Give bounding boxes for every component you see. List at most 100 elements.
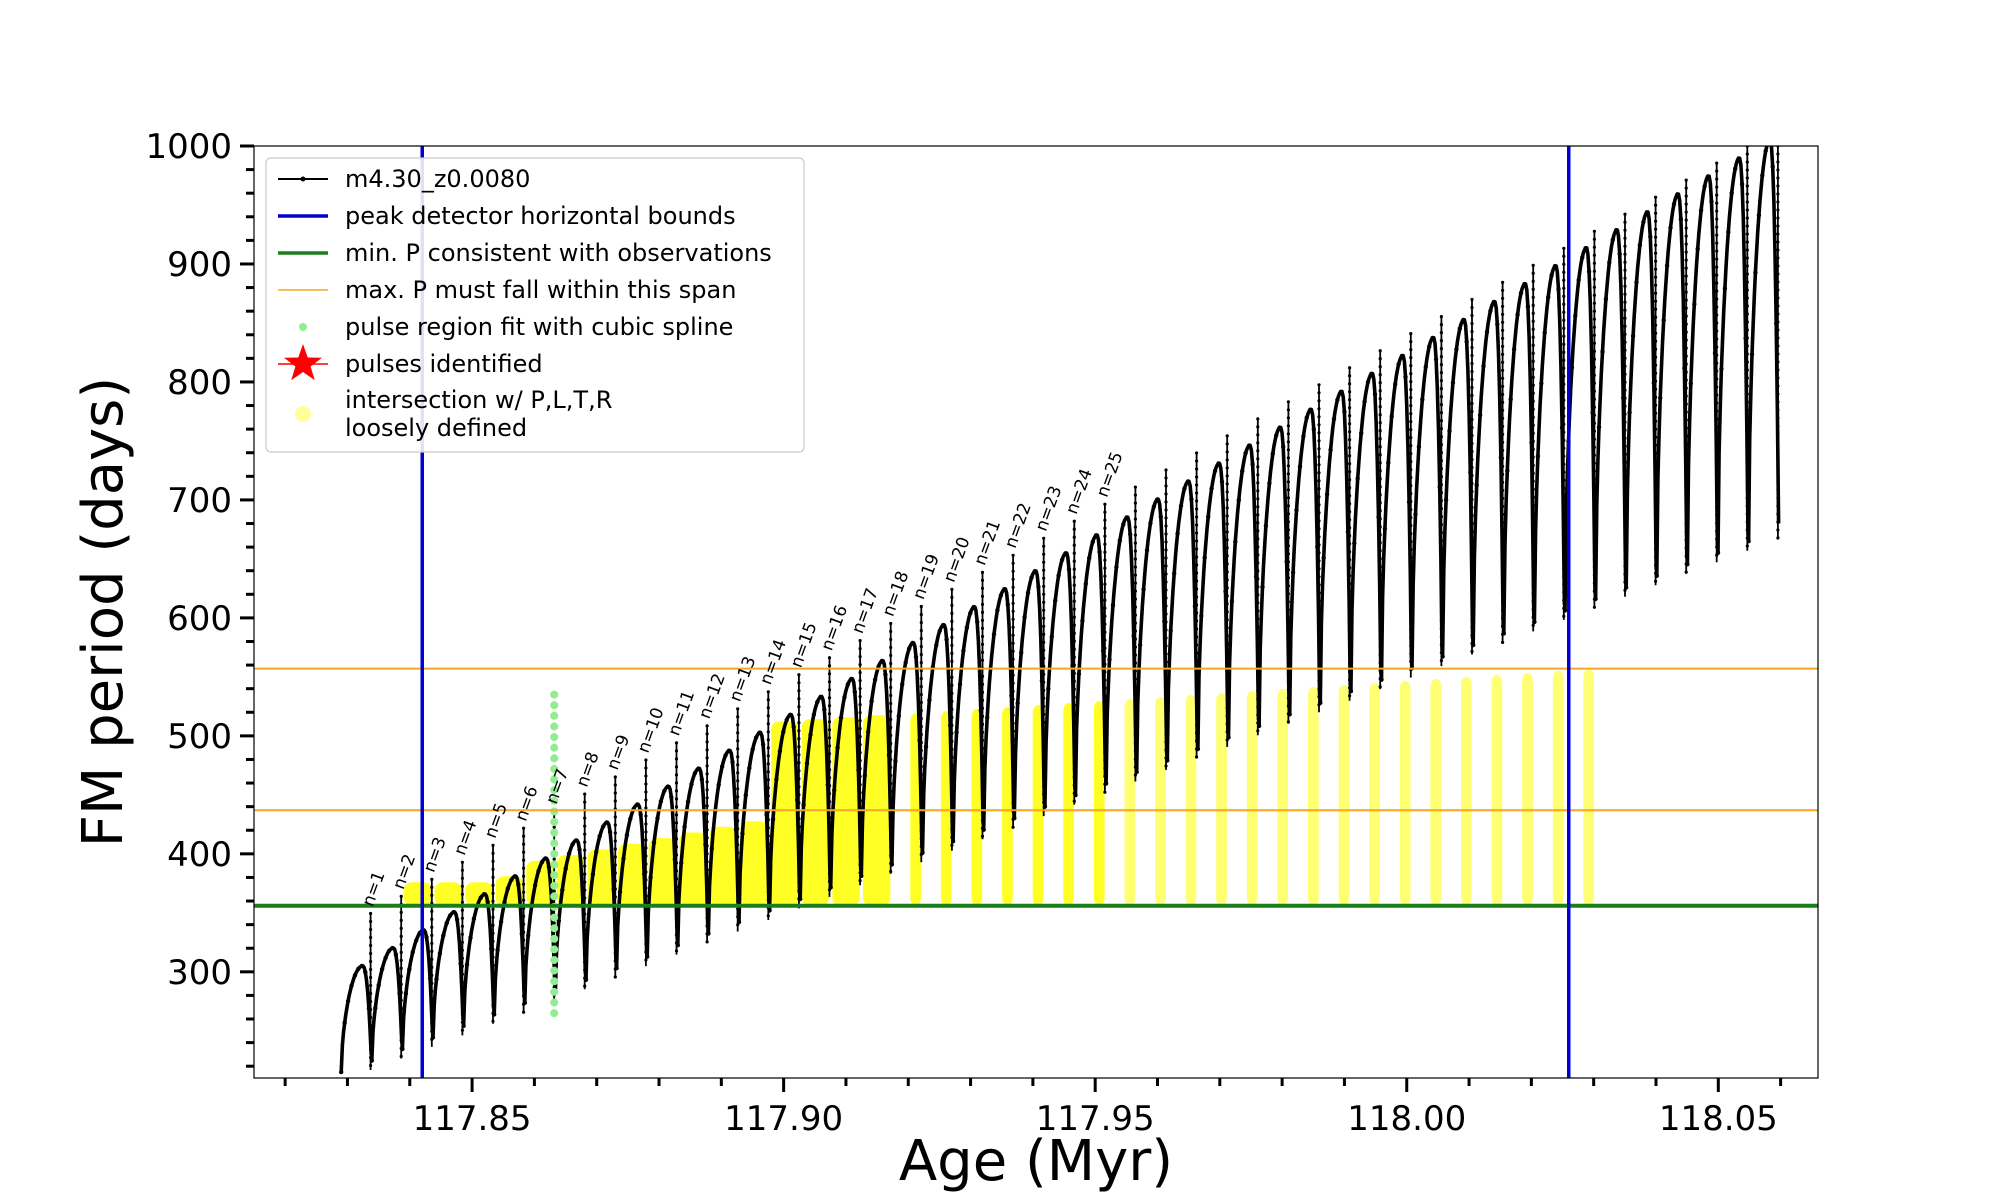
model-point bbox=[1767, 138, 1771, 142]
model-point bbox=[903, 660, 908, 665]
model-point bbox=[1164, 508, 1168, 512]
model-point bbox=[1103, 638, 1107, 642]
model-point bbox=[1133, 525, 1137, 529]
model-point bbox=[1522, 281, 1527, 287]
model-point bbox=[1745, 208, 1749, 212]
model-point bbox=[1423, 364, 1429, 369]
model-point bbox=[1531, 375, 1535, 379]
model-point bbox=[1776, 352, 1780, 356]
model-point bbox=[889, 661, 893, 666]
model-point bbox=[369, 951, 373, 956]
model-point bbox=[1409, 388, 1413, 392]
model-point bbox=[1623, 364, 1627, 368]
model-point bbox=[1501, 344, 1505, 348]
model-point bbox=[1209, 486, 1214, 491]
model-point bbox=[1439, 547, 1443, 551]
legend: m4.30_z0.0080 peak detector horizontal b… bbox=[265, 157, 805, 453]
model-point bbox=[1072, 647, 1076, 651]
model-point bbox=[1164, 620, 1168, 624]
model-point bbox=[648, 875, 653, 880]
model-point bbox=[1531, 487, 1535, 491]
model-point bbox=[583, 816, 587, 820]
model-point bbox=[1776, 344, 1780, 348]
model-point bbox=[1623, 468, 1627, 472]
model-point bbox=[1715, 185, 1719, 189]
model-point bbox=[491, 971, 495, 975]
model-point bbox=[919, 756, 923, 761]
model-point bbox=[1206, 514, 1211, 519]
model-point bbox=[950, 683, 954, 688]
model-point bbox=[1654, 219, 1658, 223]
model-point bbox=[369, 1063, 373, 1068]
model-point bbox=[403, 991, 409, 996]
model-point bbox=[1225, 570, 1229, 574]
model-point bbox=[1225, 458, 1229, 462]
model-point bbox=[399, 918, 403, 923]
model-point bbox=[1684, 186, 1688, 190]
model-point bbox=[1562, 294, 1566, 298]
model-point bbox=[1240, 468, 1245, 474]
model-point bbox=[705, 764, 709, 768]
model-point bbox=[1562, 422, 1566, 426]
model-point bbox=[858, 743, 862, 747]
model-point bbox=[1256, 481, 1260, 485]
model-point bbox=[1684, 194, 1688, 198]
model-point bbox=[919, 612, 923, 617]
model-point bbox=[1172, 571, 1177, 576]
model-point bbox=[583, 920, 587, 924]
model-point bbox=[1745, 344, 1749, 348]
model-point bbox=[1684, 402, 1688, 406]
model-point bbox=[961, 648, 966, 653]
model-point bbox=[705, 756, 709, 760]
model-point bbox=[1745, 224, 1749, 228]
model-point bbox=[827, 720, 832, 724]
model-point bbox=[1072, 551, 1076, 555]
legend-label-max-period-span: max. P must fall within this span bbox=[345, 276, 736, 304]
model-point bbox=[766, 850, 770, 854]
model-point bbox=[1776, 200, 1780, 204]
model-point bbox=[1531, 447, 1535, 451]
model-point bbox=[1427, 344, 1432, 349]
model-point bbox=[1531, 287, 1535, 291]
model-point bbox=[804, 761, 810, 766]
model-point bbox=[1715, 297, 1719, 301]
model-point bbox=[980, 722, 985, 727]
model-point bbox=[339, 1069, 344, 1075]
model-point bbox=[1002, 587, 1007, 592]
model-point bbox=[1348, 398, 1352, 402]
model-point bbox=[1409, 476, 1413, 480]
spline-point bbox=[550, 754, 559, 763]
model-point bbox=[1011, 689, 1015, 693]
model-point bbox=[1501, 520, 1505, 525]
model-point bbox=[950, 723, 954, 728]
model-point bbox=[1684, 258, 1688, 262]
model-point bbox=[1301, 434, 1306, 439]
model-point bbox=[1317, 575, 1321, 579]
model-point bbox=[369, 1058, 374, 1063]
model-point bbox=[797, 737, 801, 741]
model-point bbox=[1776, 320, 1780, 324]
model-point bbox=[937, 628, 942, 634]
model-point bbox=[1439, 443, 1443, 447]
model-point bbox=[1250, 462, 1255, 467]
model-cycle bbox=[706, 748, 741, 934]
model-point bbox=[613, 783, 617, 787]
model-point bbox=[1531, 311, 1535, 315]
intersection-region bbox=[1308, 686, 1319, 906]
model-point bbox=[1164, 612, 1168, 616]
model-point bbox=[1439, 491, 1443, 495]
model-point bbox=[1439, 539, 1443, 543]
model-cycle bbox=[1012, 569, 1047, 819]
model-point bbox=[1317, 431, 1321, 435]
model-point bbox=[1709, 199, 1714, 204]
model-point bbox=[1317, 479, 1321, 483]
model-point bbox=[1317, 391, 1321, 395]
model-point bbox=[1042, 664, 1046, 668]
model-point bbox=[858, 719, 862, 723]
model-point bbox=[522, 946, 526, 950]
model-point bbox=[770, 817, 776, 822]
model-point bbox=[1654, 371, 1658, 375]
model-point bbox=[1103, 550, 1107, 554]
model-point bbox=[1684, 242, 1688, 246]
model-point bbox=[705, 796, 709, 800]
